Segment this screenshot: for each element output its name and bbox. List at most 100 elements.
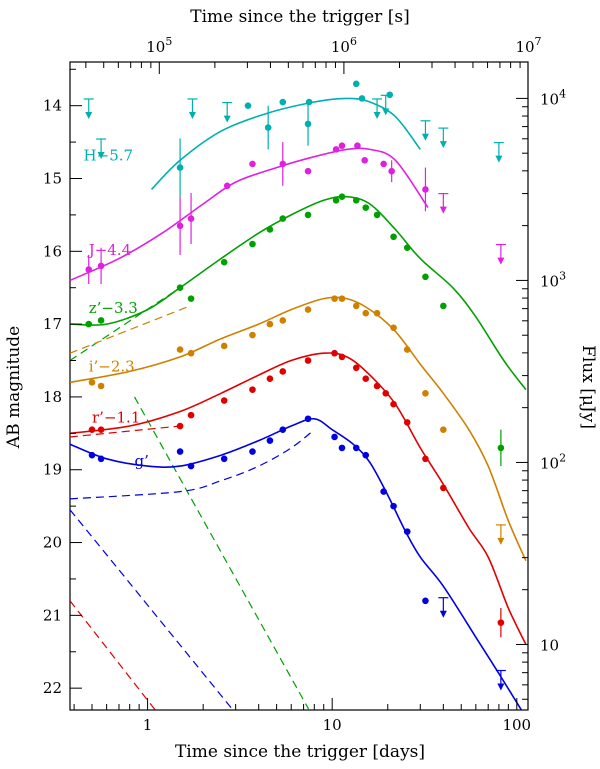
top-tick-label: 106 <box>331 35 357 56</box>
series-2-data-point <box>266 226 274 233</box>
series-5-label: g’ <box>135 452 149 470</box>
right-tick-label: 104 <box>540 87 566 108</box>
y-axis-title: AB magnitude <box>4 326 24 449</box>
series-2-label: z’−3.3 <box>89 299 138 317</box>
series-4-data-point <box>373 382 381 390</box>
series-1-data-point <box>187 215 195 222</box>
series-3-data-point <box>176 346 184 353</box>
series-3-data-point <box>440 426 447 433</box>
series-3-data-point <box>403 346 411 353</box>
top-x-axis-title: Time since the trigger [s] <box>190 7 409 27</box>
series-4-component-line <box>70 600 156 710</box>
series-2-component-line <box>70 287 181 362</box>
series-5-data-point <box>331 433 338 441</box>
series-5-data-point <box>338 444 346 452</box>
top-tick-label: 105 <box>146 35 172 56</box>
left-tick-label: 14 <box>43 97 62 115</box>
series-3-data-point <box>422 389 429 397</box>
series-2-data-point <box>176 284 184 292</box>
axes: 1 10 100 105 106 107 14 15 16 17 18 19 20 21 22 10 102 10… <box>43 35 566 734</box>
series-4-data-point <box>97 426 105 433</box>
series-4-data-point <box>382 389 390 397</box>
plot-border <box>69 61 529 711</box>
series-4-data-point <box>187 411 195 419</box>
model-curves <box>70 97 527 710</box>
series-1-data-point <box>332 146 340 153</box>
series-2-data-point <box>332 197 340 204</box>
series-5-data-point <box>187 462 195 470</box>
series-2-data-point <box>390 233 397 241</box>
series-3-data-point <box>373 309 381 317</box>
series-4-component-line <box>70 425 181 438</box>
series-4-data-point <box>176 422 184 430</box>
series-3-data-point <box>97 382 105 390</box>
top-tick-label: 107 <box>515 35 541 56</box>
series-3-data-point <box>362 309 370 317</box>
series-5-data-point <box>352 444 360 452</box>
series-5-component-line <box>70 429 315 500</box>
series-2-data-point <box>403 244 411 251</box>
series-1-label: J−4.4 <box>87 241 131 259</box>
series-1-upper-limit-arrow <box>495 243 506 265</box>
series-4-data-point <box>249 386 256 393</box>
series-0-data-point <box>305 98 313 106</box>
series-2-data-point <box>97 317 105 324</box>
series-0-data-point <box>264 124 272 131</box>
series-2-data-point <box>352 197 360 204</box>
series-0-upper-limit-arrow <box>187 98 198 119</box>
right-tick-label: 102 <box>540 451 566 472</box>
series-2-data-point <box>422 273 429 281</box>
series-2-data-point <box>338 193 346 200</box>
series-5-data-point <box>362 451 370 459</box>
left-tick-label: 20 <box>43 534 62 552</box>
series-0-upper-limit-arrow <box>372 98 383 119</box>
bottom-tick-label: 100 <box>502 716 531 734</box>
series-5-data-point <box>249 448 256 455</box>
series-5-upper-limit-arrow <box>495 669 506 691</box>
series-3-label: i’−2.3 <box>89 357 135 375</box>
series-5-data-point <box>380 488 387 495</box>
series-2-data-point <box>373 211 381 219</box>
series-5-model-curve <box>70 417 523 710</box>
right-tick-label: 103 <box>540 269 566 290</box>
series-0-upper-limit-arrow <box>83 98 94 119</box>
series-0-upper-limit-arrow <box>96 138 107 160</box>
plot-frame <box>69 61 529 711</box>
series-2-component-line <box>133 396 310 710</box>
series-1-model-curve <box>70 147 429 282</box>
series-0-data-point <box>352 80 360 88</box>
series-1-data-point <box>279 160 287 168</box>
series-3-data-point <box>279 317 287 324</box>
series-3-model-curve <box>70 296 527 562</box>
series-1-data-point <box>249 160 256 168</box>
series-5-data-point <box>97 455 105 463</box>
series-2-data-point <box>220 258 228 266</box>
series-0-upper-limit-arrow <box>380 94 391 116</box>
right-tick-label: 10 <box>540 636 559 654</box>
series-4-data-point <box>304 357 312 364</box>
series-0-upper-limit-arrow <box>222 102 233 123</box>
series-1-upper-limit-arrow <box>438 193 449 214</box>
series-2-data-point <box>362 204 370 211</box>
right-y-axis-title: Flux [μJy] <box>578 345 598 429</box>
series-4-data-point <box>338 353 346 361</box>
series-1-data-point <box>388 167 395 175</box>
series-3-component-line <box>70 305 191 354</box>
left-tick-label: 17 <box>43 315 62 333</box>
left-tick-label: 18 <box>43 388 62 406</box>
series-1-data-point <box>97 262 105 270</box>
series-3-data-point <box>390 324 397 332</box>
series-4-data-point <box>279 368 287 375</box>
series-3-data-point <box>266 320 274 328</box>
series-3-data-point <box>352 302 360 310</box>
series-4-data-point <box>88 426 96 433</box>
series-0-data-point <box>358 95 366 102</box>
series-0-data-point <box>279 98 287 106</box>
series-1-data-point <box>380 160 387 168</box>
series-1-data-point <box>85 266 93 273</box>
series-4-data-point <box>220 397 228 404</box>
left-tick-label: 22 <box>43 679 62 697</box>
series-4-model-curve <box>70 352 527 645</box>
series-2-data-point <box>187 295 195 302</box>
